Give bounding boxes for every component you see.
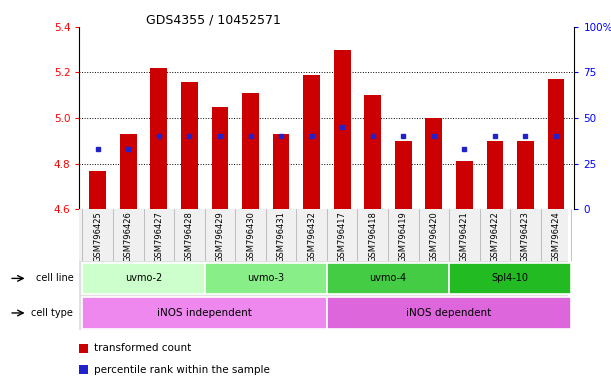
Bar xyxy=(89,170,106,209)
Text: GSM796417: GSM796417 xyxy=(338,211,346,262)
Bar xyxy=(211,107,229,209)
Text: GSM796430: GSM796430 xyxy=(246,211,255,262)
Bar xyxy=(486,141,503,209)
Text: percentile rank within the sample: percentile rank within the sample xyxy=(94,364,270,375)
Text: GSM796431: GSM796431 xyxy=(277,211,285,262)
Bar xyxy=(303,75,320,209)
Text: GSM796426: GSM796426 xyxy=(124,211,133,262)
Text: GSM796423: GSM796423 xyxy=(521,211,530,262)
Text: Spl4-10: Spl4-10 xyxy=(492,273,529,283)
Text: iNOS dependent: iNOS dependent xyxy=(406,308,492,318)
Text: iNOS independent: iNOS independent xyxy=(157,308,252,318)
Bar xyxy=(273,134,290,209)
Text: cell line: cell line xyxy=(35,273,73,283)
Text: uvmo-2: uvmo-2 xyxy=(125,273,162,283)
Bar xyxy=(334,50,351,209)
Text: GSM796428: GSM796428 xyxy=(185,211,194,262)
Bar xyxy=(449,263,571,294)
Bar xyxy=(79,344,89,353)
Bar xyxy=(181,82,198,209)
Bar xyxy=(547,79,565,209)
Bar xyxy=(120,134,137,209)
Bar xyxy=(517,141,534,209)
Text: GDS4355 / 10452571: GDS4355 / 10452571 xyxy=(147,13,281,26)
Text: GSM796420: GSM796420 xyxy=(430,211,438,262)
Text: cell type: cell type xyxy=(31,308,73,318)
Bar xyxy=(395,141,412,209)
Bar xyxy=(456,161,473,209)
Bar xyxy=(327,263,449,294)
Bar xyxy=(242,93,259,209)
Text: GSM796425: GSM796425 xyxy=(93,211,102,262)
Bar xyxy=(82,297,327,328)
Bar xyxy=(425,118,442,209)
Text: uvmo-4: uvmo-4 xyxy=(370,273,406,283)
Text: transformed count: transformed count xyxy=(94,343,191,354)
Text: uvmo-3: uvmo-3 xyxy=(247,273,284,283)
Bar xyxy=(82,263,205,294)
Text: GSM796429: GSM796429 xyxy=(216,211,224,262)
Text: GSM796427: GSM796427 xyxy=(155,211,163,262)
Bar xyxy=(327,297,571,328)
Bar xyxy=(364,95,381,209)
Bar xyxy=(150,68,167,209)
Bar xyxy=(205,263,327,294)
Text: GSM796421: GSM796421 xyxy=(460,211,469,262)
Bar xyxy=(79,366,89,374)
Text: GSM796418: GSM796418 xyxy=(368,211,377,262)
Text: GSM796432: GSM796432 xyxy=(307,211,316,262)
Text: GSM796424: GSM796424 xyxy=(552,211,560,262)
Text: GSM796422: GSM796422 xyxy=(491,211,499,262)
Text: GSM796419: GSM796419 xyxy=(399,211,408,262)
